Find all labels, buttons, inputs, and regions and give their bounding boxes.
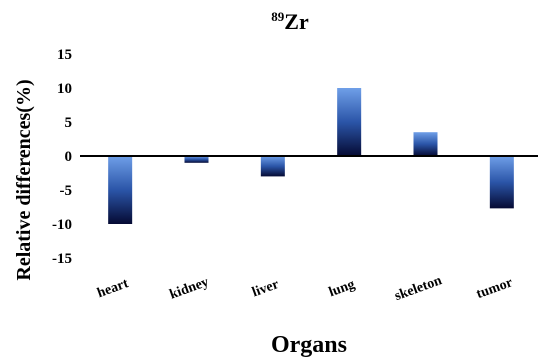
y-tick-label: 15 bbox=[57, 47, 72, 63]
y-axis-ticks: 15 10 5 0 -5 -10 -15 bbox=[52, 47, 72, 267]
x-tick-label-tumor: tumor bbox=[475, 275, 515, 302]
bar-lung bbox=[337, 88, 362, 156]
x-tick-label-kidney: kidney bbox=[168, 275, 211, 303]
y-tick-label: -15 bbox=[52, 251, 72, 267]
bar-kidney bbox=[184, 156, 209, 163]
x-tick-label-liver: liver bbox=[250, 277, 281, 300]
bar-skeleton bbox=[413, 132, 438, 156]
x-tick-label-heart: heart bbox=[95, 276, 130, 301]
y-tick-label: 10 bbox=[57, 81, 72, 97]
x-tick-label-lung: lung bbox=[327, 277, 357, 300]
y-tick-label: -10 bbox=[52, 217, 72, 233]
bar-heart bbox=[108, 156, 133, 224]
y-tick-label: -5 bbox=[60, 183, 73, 199]
chart-title: 89Zr bbox=[271, 9, 309, 34]
x-tick-label-skeleton: skeleton bbox=[393, 273, 444, 304]
y-axis-label: Relative differences(%) bbox=[13, 79, 35, 280]
bars bbox=[108, 88, 514, 224]
bar-tumor bbox=[489, 156, 514, 209]
x-axis-categories: heart kidney liver lung skeleton tumor bbox=[95, 273, 514, 304]
x-axis-label: Organs bbox=[271, 332, 347, 358]
bar-liver bbox=[260, 156, 285, 177]
y-tick-label: 5 bbox=[65, 115, 73, 131]
y-tick-label: 0 bbox=[65, 149, 73, 165]
